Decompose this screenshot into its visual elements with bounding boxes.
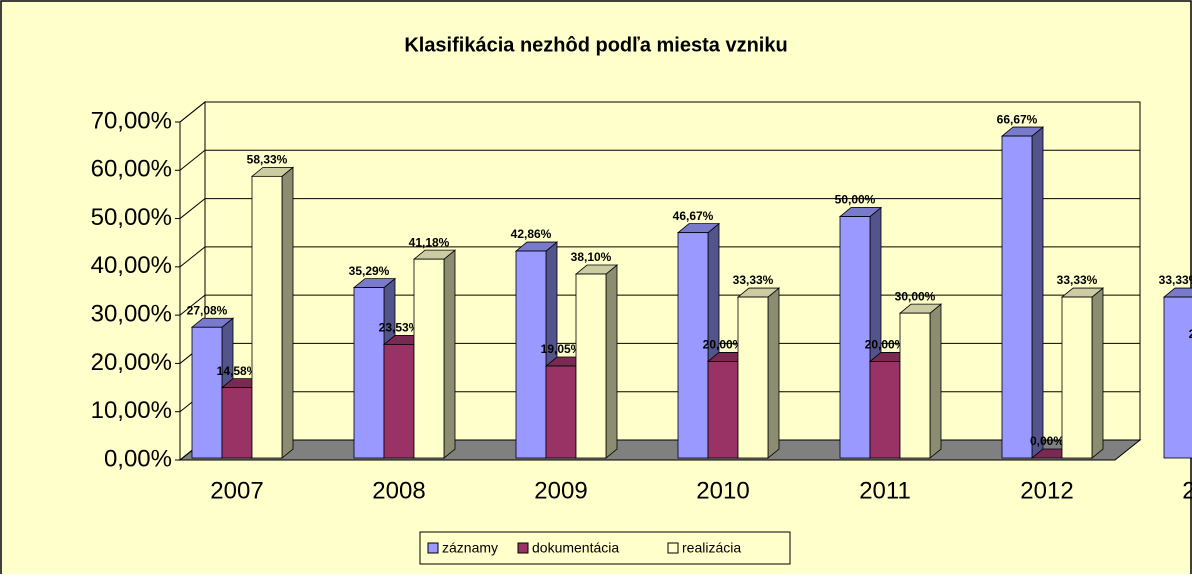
y-tick-label: 40,00% [91, 252, 172, 279]
bar-front [353, 287, 385, 459]
value-label: 19,05% [541, 342, 582, 356]
y-tick-label: 70,00% [91, 107, 172, 134]
bar-front [677, 232, 709, 459]
x-tick-label: 2010 [696, 477, 749, 504]
grid-line [179, 246, 1140, 268]
value-label: 20,00% [865, 338, 906, 352]
grid-line [179, 198, 1140, 219]
bar-front [251, 175, 283, 459]
legend-swatch [427, 542, 439, 554]
legend-label: realizácia [682, 540, 741, 556]
value-label: 42,86% [511, 227, 552, 241]
bar-side [929, 303, 942, 459]
y-tick-label: 20,00% [91, 349, 172, 376]
value-label: 50,00% [835, 193, 876, 207]
bar [1060, 287, 1105, 459]
x-tick-label: 2008 [372, 477, 425, 504]
bar-side [1031, 126, 1044, 459]
value-label: 38,10% [571, 250, 612, 264]
value-label: 41,18% [409, 235, 450, 249]
bar-front [899, 312, 931, 459]
bar-front [575, 273, 607, 459]
grid-line [179, 149, 1140, 171]
bar-side [767, 287, 780, 459]
grid-line [179, 101, 1140, 123]
legend-label: záznamy [442, 540, 498, 556]
value-label: 35,29% [349, 264, 390, 278]
legend-swatch [517, 542, 529, 554]
legend-box [419, 531, 791, 565]
legend-swatch [667, 542, 679, 554]
grid-line [179, 294, 1140, 316]
value-label: 23,53% [379, 321, 420, 335]
value-label: 58,33% [247, 153, 288, 167]
value-label: 66,67% [997, 112, 1038, 126]
bar-side [605, 264, 618, 459]
y-tick-label: 60,00% [91, 156, 172, 183]
bar [1000, 126, 1045, 459]
bar-front [737, 296, 769, 459]
y-tick-label: 10,00% [91, 397, 172, 424]
bar-front [545, 365, 577, 459]
x-tick-label: 2009 [534, 477, 587, 504]
bar-front [383, 343, 415, 459]
bar-front [1163, 296, 1192, 459]
bar-front [221, 387, 253, 459]
bar [574, 264, 619, 459]
x-tick-label: 2011 [859, 477, 911, 504]
value-label: 0,00% [1030, 434, 1064, 448]
y-tick-label: 30,00% [91, 300, 172, 327]
x-tick-label: 2012 [1020, 477, 1073, 504]
bar-front [515, 250, 547, 459]
bar-front [1001, 135, 1033, 459]
x-tick-label: 2007 [210, 477, 263, 504]
bar-front [191, 326, 223, 459]
bar-front [707, 361, 739, 459]
value-label: 20,00% [703, 338, 744, 352]
bar-front [869, 361, 901, 459]
value-label: 27,08% [187, 303, 228, 317]
bar-side [443, 249, 456, 459]
floor [178, 439, 1142, 461]
bar-front [413, 258, 445, 459]
bar [250, 166, 295, 459]
y-tick-label: 50,00% [91, 204, 172, 231]
value-label: 33,33% [1159, 273, 1192, 287]
value-label: 14,58% [217, 364, 258, 378]
chart-title: Klasifikácia nezhôd podľa miesta vzniku [404, 34, 787, 56]
bar-front [1061, 296, 1093, 459]
bar [736, 287, 781, 459]
bar-side [1091, 287, 1104, 459]
x-tick-label: 2013 [1182, 477, 1192, 504]
bar-front [839, 216, 871, 459]
value-label: 22,22% [1189, 327, 1192, 341]
bar [898, 303, 943, 459]
legend-label: dokumentácia [532, 540, 619, 556]
value-label: 46,67% [673, 209, 714, 223]
value-label: 33,33% [1057, 273, 1098, 287]
value-label: 30,00% [895, 289, 936, 303]
value-label: 33,33% [733, 273, 774, 287]
bar [1162, 287, 1192, 459]
y-tick-label: 0,00% [104, 445, 172, 472]
bar [412, 249, 457, 459]
bar-side [281, 166, 294, 459]
